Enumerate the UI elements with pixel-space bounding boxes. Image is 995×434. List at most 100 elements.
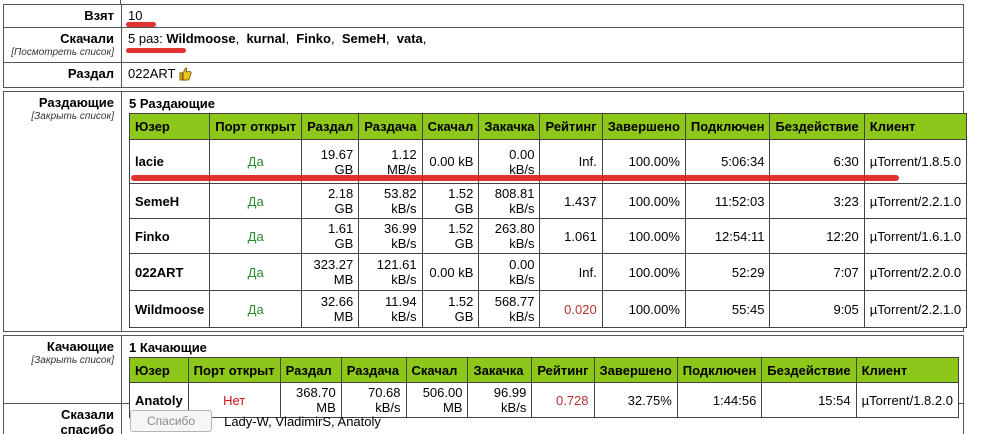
cell-downloaded: 1.52 GB <box>421 290 480 328</box>
cell-connected: 12:54:11 <box>684 218 771 254</box>
cell-ratio: 0.020 <box>539 290 603 328</box>
cell-connected: 1:44:56 <box>676 382 763 418</box>
cell-done: 100.00% <box>601 139 686 184</box>
cell-done: 100.00% <box>601 290 686 328</box>
cell-ratio: Inf. <box>539 253 603 291</box>
cell-uploaded: 2.18 GB <box>301 183 360 219</box>
cell-downloaded: 1.52 GB <box>421 183 480 219</box>
cell-done: 100.00% <box>601 183 686 219</box>
cell-downspeed: 263.80 kB/s <box>478 218 541 254</box>
thanks-button[interactable]: Спасибо <box>130 410 213 432</box>
cell-downloaded: 1.52 GB <box>421 218 480 254</box>
column-header: Подключен <box>676 357 763 383</box>
cell-done: 32.75% <box>593 382 678 418</box>
column-header: Порт открыт <box>187 357 281 383</box>
taken-row: Взят 10 <box>3 4 964 28</box>
cell-done: 100.00% <box>601 253 686 291</box>
cell-connected: 5:06:34 <box>684 139 771 184</box>
cell-idle: 15:54 <box>761 382 857 418</box>
cell-upspeed: 36.99 kB/s <box>358 218 423 254</box>
downloader-name: kurnal <box>246 31 286 46</box>
cell-ratio: 1.437 <box>539 183 603 219</box>
cell-upspeed: 1.12 MB/s <box>358 139 423 184</box>
cell-connected: 55:45 <box>684 290 771 328</box>
cell-downspeed: 0.00 kB/s <box>478 253 541 291</box>
downloader-name: Wildmoose <box>166 31 236 46</box>
cell-client: µTorrent/2.2.1.0 <box>863 290 968 328</box>
cell-port: Да <box>209 218 303 254</box>
column-header: Закачка <box>478 113 541 140</box>
downloader-name: Finko <box>296 31 331 46</box>
column-header: Клиент <box>855 357 960 383</box>
column-header: Бездействие <box>761 357 857 383</box>
thanks-label-cell: Сказали спасибо <box>4 404 122 434</box>
column-header: Порт открыт <box>209 113 303 140</box>
divider <box>120 0 121 4</box>
column-header: Раздача <box>340 357 407 383</box>
column-header: Подключен <box>684 113 771 140</box>
cell-downspeed: 96.99 kB/s <box>467 382 533 418</box>
cell-user: 022ART <box>128 253 211 291</box>
cell-client: µTorrent/1.8.5.0 <box>863 139 968 184</box>
column-header: Рейтинг <box>539 113 603 140</box>
cell-client: µTorrent/2.2.1.0 <box>863 183 968 219</box>
downloaded-by-value-cell: 5 раз: Wildmoose, kurnal, Finko, SemeH, … <box>122 28 963 62</box>
cell-downloaded: 506.00 MB <box>405 382 469 418</box>
column-header: Раздал <box>301 113 360 140</box>
seeders-label: Раздающие <box>38 95 114 110</box>
uploader-value-cell: 022ART <box>122 63 963 87</box>
peer-row: Wildmoose Да 32.66 MB 11.94 kB/s 1.52 GB 568.… <box>128 290 968 328</box>
cell-upspeed: 121.61 kB/s <box>358 253 423 291</box>
cell-client: µTorrent/2.2.0.0 <box>863 253 968 291</box>
peer-row: 022ART Да 323.27 MB 121.61 kB/s 0.00 kB 0.00 … <box>128 253 968 291</box>
downloaded-by-row: Скачали [Посмотреть список] 5 раз: Wildm… <box>3 27 964 63</box>
cell-user: SemeH <box>128 183 211 219</box>
cell-user: lacie <box>128 139 211 184</box>
view-list-link[interactable]: [Посмотреть список] <box>11 47 114 58</box>
column-header: Скачал <box>421 113 480 140</box>
downloaded-count: 5 раз: <box>128 31 163 46</box>
column-header: Скачал <box>405 357 469 383</box>
seeders-table-title: 5 Раздающие <box>129 96 215 111</box>
thanks-label: Сказали спасибо <box>60 407 114 434</box>
cell-uploaded: 323.27 MB <box>301 253 360 291</box>
uploader-label-cell: Раздал <box>4 63 122 87</box>
peer-row: SemeH Да 2.18 GB 53.82 kB/s 1.52 GB 808.81 kB… <box>128 183 968 219</box>
cell-port: Да <box>209 290 303 328</box>
column-header: Раздача <box>358 113 423 140</box>
close-seeders-list-link[interactable]: [Закрыть список] <box>31 111 114 122</box>
thanks-row: Сказали спасибо Спасибо Lady-W, Vladimir… <box>3 403 964 434</box>
downloaded-by-label: Скачали <box>60 31 114 46</box>
column-header: Завершено <box>601 113 686 140</box>
thanks-names: Lady-W, VladimirS, Anatoly <box>224 413 381 429</box>
close-leechers-list-link[interactable]: [Закрыть список] <box>31 355 114 366</box>
peer-row: lacie Да 19.67 GB 1.12 MB/s 0.00 kB 0.00 kB/s… <box>128 139 968 184</box>
downloader-name: vata <box>396 31 423 46</box>
thanks-content: Спасибо Lady-W, VladimirS, Anatoly <box>122 404 963 434</box>
cell-uploaded: 32.66 MB <box>301 290 360 328</box>
leechers-section: Качающие [Закрыть список] 1 Качающие Юзе… <box>3 335 964 418</box>
cell-uploaded: 1.61 GB <box>301 218 360 254</box>
torrent-stats-panel: Взят 10 Скачали [Посмотреть список] 5 ра… <box>3 4 968 434</box>
seeders-content: 5 Раздающие Юзер Порт открыт Раздал Раздача… <box>122 92 968 331</box>
seeders-table: Юзер Порт открыт Раздал Раздача Скачал Закачк… <box>128 113 968 328</box>
leechers-table: Юзер Порт открыт Раздал Раздача Скачал Закачк… <box>129 357 960 418</box>
column-header: Завершено <box>593 357 678 383</box>
cell-idle: 6:30 <box>769 139 865 184</box>
cell-port: Да <box>209 139 303 184</box>
cell-downspeed: 808.81 kB/s <box>478 183 541 219</box>
seeders-section: Раздающие [Закрыть список] 5 Раздающие Ю… <box>3 91 968 332</box>
cell-port: Да <box>209 253 303 291</box>
taken-label-cell: Взят <box>4 5 122 27</box>
column-header: Бездействие <box>769 113 865 140</box>
peer-row: Finko Да 1.61 GB 36.99 kB/s 1.52 GB 263.80 kB… <box>128 218 968 254</box>
cell-done: 100.00% <box>601 218 686 254</box>
cell-ratio: Inf. <box>539 139 603 184</box>
seeders-header-row: Юзер Порт открыт Раздал Раздача Скачал Закачк… <box>128 113 968 140</box>
uploader-label: Раздал <box>67 66 114 81</box>
cell-idle: 7:07 <box>769 253 865 291</box>
downloader-names: Wildmoose, kurnal, Finko, SemeH, vata, <box>166 31 430 46</box>
cell-user: Wildmoose <box>128 290 211 328</box>
seeders-label-cell: Раздающие [Закрыть список] <box>4 92 122 331</box>
